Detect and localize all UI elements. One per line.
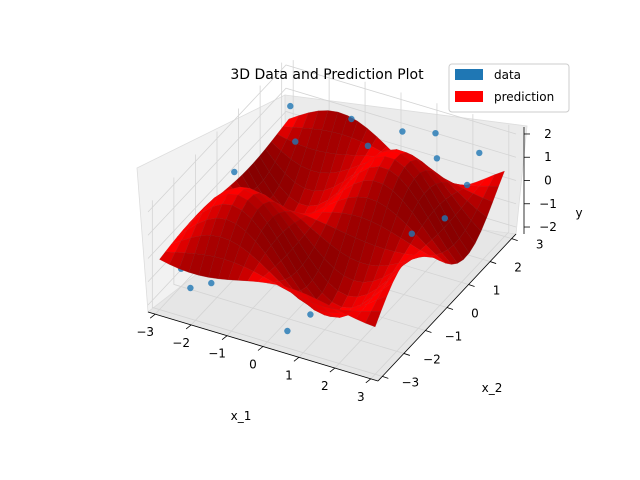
gridline-x2 — [151, 200, 383, 377]
x2-tick-label: 0 — [471, 307, 479, 321]
data-point — [208, 279, 215, 287]
y-tick-label: 1 — [544, 150, 552, 164]
legend-swatch-prediction — [455, 91, 483, 102]
x1-tick-label: −3 — [136, 325, 154, 339]
x2-tick-mark — [468, 284, 475, 287]
scatter-front — [231, 102, 483, 237]
data-point — [399, 128, 406, 135]
data-point — [364, 142, 372, 149]
x2-tick-mark — [425, 330, 432, 333]
x-axis-label: x_1 — [231, 409, 252, 423]
data-point — [287, 102, 294, 110]
data-point — [187, 284, 194, 292]
x1-tick-mark — [293, 356, 300, 362]
x1-tick-label: 0 — [249, 358, 257, 372]
x2-tick-mark — [403, 353, 411, 356]
x1-tick-mark — [185, 324, 192, 330]
prediction-surface — [159, 110, 505, 328]
x1-tick-mark — [221, 335, 228, 341]
x1-tick-label: 2 — [321, 379, 329, 393]
x1-tick-label: 3 — [357, 390, 365, 404]
x2-tick-label: 3 — [536, 238, 544, 252]
data-point — [348, 115, 355, 123]
chart-title: 3D Data and Prediction Plot — [230, 67, 424, 83]
surface-facet — [365, 311, 382, 328]
x2-tick-label: 2 — [514, 261, 522, 275]
gridline-y — [147, 87, 517, 236]
x1-tick-mark — [329, 367, 336, 373]
data-point — [408, 230, 415, 237]
y-tick-label: −2 — [539, 220, 557, 234]
data-point — [307, 311, 314, 318]
data-point — [476, 149, 483, 157]
data-point — [292, 138, 299, 145]
legend-label-prediction: prediction — [494, 90, 554, 104]
x1-tick-mark — [365, 378, 372, 384]
x1-tick-label: 1 — [285, 368, 293, 382]
x2-tick-label: 1 — [493, 284, 501, 298]
data-point — [433, 155, 441, 162]
legend: data prediction — [448, 63, 570, 113]
x2-tick-mark — [489, 261, 497, 264]
data-point — [231, 168, 238, 176]
gridline-x2 — [173, 177, 404, 354]
y-axis-label: y — [575, 206, 582, 220]
x2-tick-mark — [382, 376, 389, 379]
y-tick-label: 2 — [544, 127, 552, 141]
x1-tick-label: −2 — [172, 336, 190, 350]
z-axis-label: x_2 — [482, 381, 503, 395]
x2-tick-label: −1 — [445, 329, 463, 343]
gridline-y — [147, 64, 517, 213]
data-point — [432, 130, 439, 137]
x2-tick-mark — [446, 307, 454, 310]
x2-tick-label: −2 — [423, 352, 441, 366]
x1-tick-mark — [257, 346, 264, 351]
y-tick-label: −1 — [539, 197, 557, 211]
x2-tick-mark — [511, 238, 518, 241]
x1-tick-label: −1 — [208, 347, 226, 361]
legend-label-data: data — [494, 68, 521, 82]
x1-tick-mark — [149, 313, 156, 319]
gridline-x1 — [370, 124, 510, 380]
y-tick-label: 0 — [544, 174, 552, 188]
data-point — [441, 215, 448, 222]
data-point — [284, 327, 291, 335]
x2-tick-label: −3 — [401, 375, 419, 389]
legend-swatch-data — [455, 69, 483, 80]
data-point — [463, 181, 471, 189]
